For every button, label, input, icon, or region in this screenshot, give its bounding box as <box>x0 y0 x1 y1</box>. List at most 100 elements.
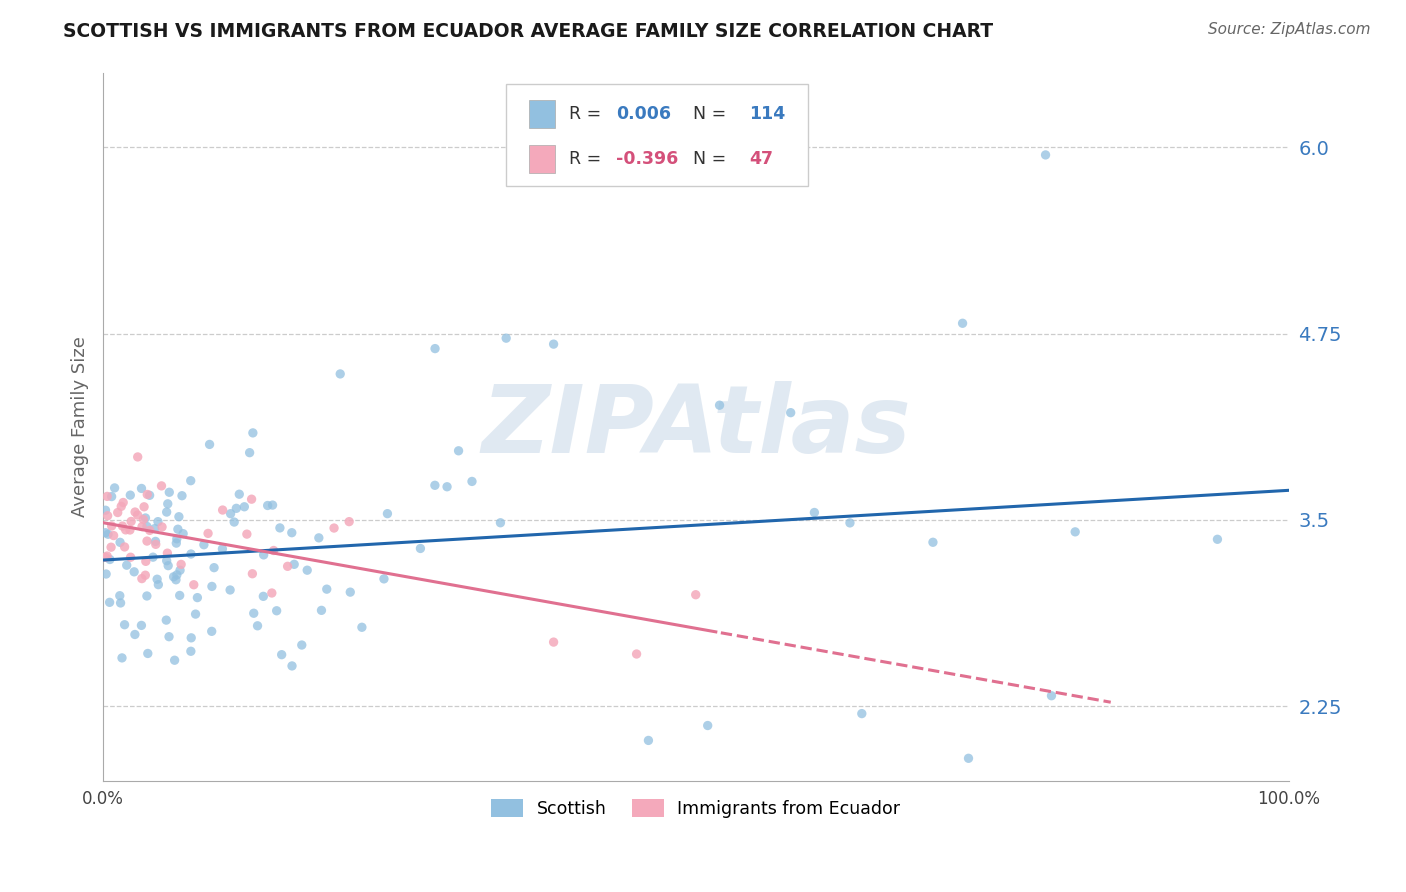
Text: N =: N = <box>682 150 731 168</box>
Text: ZIPAtlas: ZIPAtlas <box>481 381 911 473</box>
Point <box>167 509 190 524</box>
Point <box>97 527 120 541</box>
Point <box>543 337 565 351</box>
Point <box>281 659 304 673</box>
Point <box>120 550 142 565</box>
Point <box>96 489 118 503</box>
Point <box>156 546 179 560</box>
FancyBboxPatch shape <box>529 100 555 128</box>
Point <box>180 474 202 488</box>
Point <box>94 503 117 517</box>
Point <box>135 519 157 533</box>
Point <box>803 506 825 520</box>
Point <box>269 521 291 535</box>
Point <box>1064 524 1087 539</box>
Point <box>266 604 288 618</box>
Point <box>131 482 153 496</box>
Point <box>201 624 224 639</box>
Point <box>260 586 283 600</box>
Point <box>197 526 219 541</box>
Point <box>114 540 136 554</box>
Point <box>156 505 179 519</box>
Point <box>239 445 262 459</box>
Point <box>1035 148 1057 162</box>
Point <box>169 589 191 603</box>
Text: 114: 114 <box>749 105 786 123</box>
Point <box>242 606 264 620</box>
Point <box>115 558 138 573</box>
Point <box>277 559 299 574</box>
Point <box>240 492 263 507</box>
Point <box>183 578 205 592</box>
Point <box>489 516 512 530</box>
Point <box>262 498 284 512</box>
Point <box>138 524 160 538</box>
Point <box>104 481 127 495</box>
Point <box>696 718 718 732</box>
Point <box>110 596 132 610</box>
Point <box>97 508 120 523</box>
Text: 0.006: 0.006 <box>616 105 672 123</box>
Point <box>184 607 207 621</box>
Point <box>246 619 269 633</box>
Point <box>146 572 169 586</box>
Text: -0.396: -0.396 <box>616 150 679 168</box>
Point <box>114 523 136 537</box>
Point <box>211 541 233 556</box>
Point <box>839 516 862 530</box>
Point <box>150 479 173 493</box>
Point <box>167 522 190 536</box>
Point <box>136 647 159 661</box>
Point <box>193 538 215 552</box>
Point <box>211 503 233 517</box>
Point <box>172 526 194 541</box>
Point <box>337 515 360 529</box>
Point <box>136 487 159 501</box>
Point <box>242 566 264 581</box>
Point <box>157 630 180 644</box>
Point <box>110 500 132 514</box>
Point <box>1040 689 1063 703</box>
FancyBboxPatch shape <box>529 145 555 173</box>
Point <box>228 487 250 501</box>
Point <box>143 522 166 536</box>
Point <box>103 528 125 542</box>
Point <box>132 500 155 514</box>
Point <box>131 519 153 533</box>
Point <box>922 535 945 549</box>
Point <box>156 497 179 511</box>
Text: 47: 47 <box>749 150 773 168</box>
Point <box>270 648 292 662</box>
Point <box>132 512 155 526</box>
Point <box>94 567 117 582</box>
Point <box>373 572 395 586</box>
Point <box>315 582 337 596</box>
Point <box>108 589 131 603</box>
Point <box>131 618 153 632</box>
Point <box>127 508 149 522</box>
Point <box>423 478 446 492</box>
Point <box>120 515 142 529</box>
Point <box>142 550 165 565</box>
Point <box>94 525 117 540</box>
Point <box>253 548 276 562</box>
Point <box>461 475 484 489</box>
Point <box>170 558 193 572</box>
Point <box>145 534 167 549</box>
Point <box>180 644 202 658</box>
Point <box>98 552 121 566</box>
Point <box>180 631 202 645</box>
Point <box>134 568 156 582</box>
Point <box>256 499 278 513</box>
Point <box>136 534 159 549</box>
Point <box>111 651 134 665</box>
Point <box>135 554 157 568</box>
Point <box>1206 533 1229 547</box>
Point <box>263 543 285 558</box>
Point <box>283 558 305 572</box>
Point <box>165 536 187 550</box>
Point <box>224 515 246 529</box>
Point <box>219 582 242 597</box>
Point <box>120 488 142 502</box>
Point <box>98 595 121 609</box>
